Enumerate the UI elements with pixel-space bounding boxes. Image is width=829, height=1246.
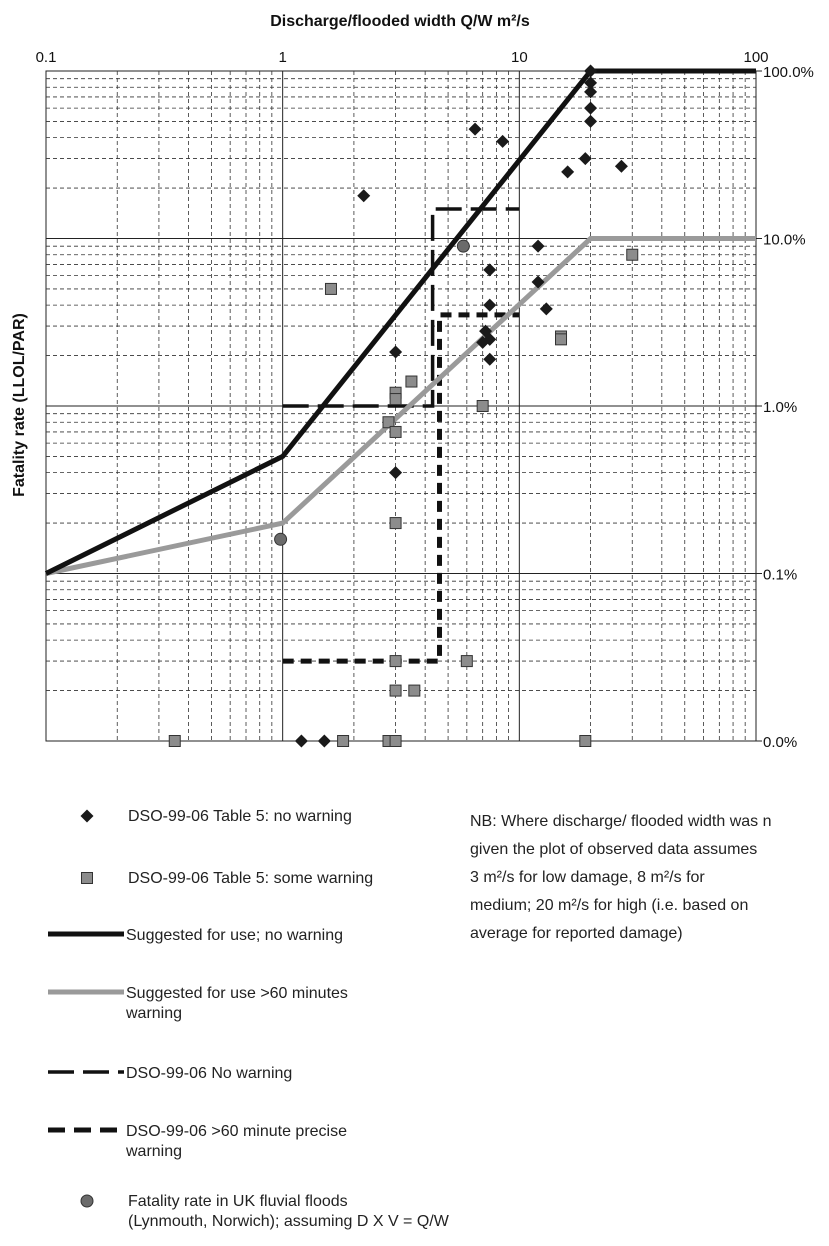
data-point-square bbox=[579, 735, 592, 747]
legend-label: DSO-99-06 Table 5: some warning bbox=[128, 870, 373, 887]
x-axis-title: Discharge/flooded width Q/W m²/s bbox=[270, 13, 530, 30]
data-point-diamond bbox=[389, 345, 403, 359]
data-point-diamond bbox=[584, 76, 598, 90]
data-point-diamond bbox=[483, 352, 497, 366]
y-tick-label: 0.0% bbox=[763, 734, 797, 751]
data-point-square bbox=[337, 735, 350, 747]
data-point-diamond bbox=[476, 335, 490, 349]
data-point-diamond bbox=[614, 159, 628, 173]
data-point-diamond bbox=[539, 302, 553, 316]
legend-swatch-diamond bbox=[80, 809, 94, 823]
data-point-diamond bbox=[496, 134, 510, 148]
data-point-diamond bbox=[584, 114, 598, 128]
data-point-diamond bbox=[531, 239, 545, 253]
series-line-grey bbox=[45, 236, 756, 576]
legend-item-circle: Fatality rate in UK fluvial floods (Lynmo… bbox=[80, 1193, 450, 1230]
data-point-square bbox=[324, 282, 337, 295]
legend-item-diamond: DSO-99-06 Table 5: no warning bbox=[80, 808, 352, 825]
data-point-diamond bbox=[561, 165, 575, 179]
y-axis-title: Fatality rate (LLOL/PAR) bbox=[11, 313, 28, 497]
legend-label: Suggested for use; no warning bbox=[126, 927, 343, 944]
y-tick-label: 1.0% bbox=[763, 399, 797, 416]
data-point-square bbox=[555, 333, 568, 346]
data-point-square bbox=[389, 655, 402, 668]
data-point-square bbox=[389, 425, 402, 438]
note-line-3: 3 m²/s for low damage, 8 m²/s for bbox=[470, 869, 705, 886]
data-point-square bbox=[476, 400, 489, 412]
y-tick-label: 100.0% bbox=[763, 64, 814, 81]
y-tick-label: 0.1% bbox=[763, 567, 797, 584]
data-point-diamond bbox=[483, 298, 497, 312]
note-line-4: medium; 20 m²/s for high (i.e. based on bbox=[470, 897, 749, 914]
legend: DSO-99-06 Table 5: no warning DSO-99-06 T… bbox=[48, 808, 450, 1230]
data-point-square bbox=[389, 517, 402, 530]
series-line-shortdash bbox=[282, 312, 520, 664]
legend-swatch-circle bbox=[80, 1194, 94, 1208]
legend-item-black: Suggested for use; no warning bbox=[48, 927, 343, 944]
data-point-circle bbox=[274, 532, 288, 546]
note-line-5: average for reported damage) bbox=[470, 925, 683, 942]
data-point-diamond bbox=[483, 263, 497, 277]
data-point-square bbox=[626, 248, 639, 261]
data-point-diamond bbox=[584, 101, 598, 115]
legend-label-line2: warning bbox=[125, 1143, 182, 1160]
legend-item-grey: Suggested for use >60 minutes warning bbox=[48, 985, 348, 1022]
note-text: NB: Where discharge/ flooded width was n… bbox=[470, 808, 826, 948]
legend-label-line2: warning bbox=[125, 1005, 182, 1022]
data-point-square bbox=[405, 375, 418, 388]
legend-label: Suggested for use >60 minutes bbox=[126, 985, 348, 1002]
y-tick-label: 10.0% bbox=[763, 232, 806, 249]
data-point-diamond bbox=[468, 122, 482, 136]
data-point-square bbox=[389, 735, 402, 747]
legend-label-line2: (Lynmouth, Norwich); assuming D X V = Q/… bbox=[128, 1213, 450, 1230]
legend-label: Fatality rate in UK fluvial floods bbox=[128, 1193, 348, 1210]
data-point-square bbox=[389, 684, 402, 697]
legend-label: DSO-99-06 >60 minute precise bbox=[126, 1123, 347, 1140]
data-point-square bbox=[408, 684, 421, 697]
data-point-circle bbox=[456, 239, 470, 253]
legend-swatch-square bbox=[81, 872, 93, 884]
data-point-diamond bbox=[584, 64, 598, 78]
series-line-longdash bbox=[282, 207, 520, 408]
note-line-2: given the plot of observed data assumes bbox=[470, 841, 758, 858]
series-lines bbox=[44, 68, 756, 664]
note-line-1: NB: Where discharge/ flooded width was n bbox=[470, 813, 772, 830]
data-point-diamond bbox=[294, 734, 308, 748]
data-point-square bbox=[382, 416, 395, 429]
legend-item-shortdash: DSO-99-06 >60 minute precise warning bbox=[48, 1123, 347, 1160]
data-point-diamond bbox=[317, 734, 331, 748]
data-point-diamond bbox=[584, 85, 598, 99]
x-tick-label: 100 bbox=[743, 49, 768, 66]
data-point-diamond bbox=[531, 275, 545, 289]
x-tick-label: 1 bbox=[278, 49, 286, 66]
data-point-diamond bbox=[578, 152, 592, 166]
legend-item-square: DSO-99-06 Table 5: some warning bbox=[81, 870, 373, 887]
x-tick-label: 0.1 bbox=[36, 49, 57, 66]
series-line-black bbox=[44, 68, 756, 576]
data-point-diamond bbox=[389, 466, 403, 480]
data-point-square bbox=[389, 393, 402, 406]
legend-label: DSO-99-06 No warning bbox=[126, 1065, 292, 1082]
legend-item-longdash: DSO-99-06 No warning bbox=[48, 1065, 292, 1082]
legend-label: DSO-99-06 Table 5: no warning bbox=[128, 808, 352, 825]
data-point-square bbox=[168, 735, 181, 747]
data-point-diamond bbox=[357, 189, 371, 203]
data-markers bbox=[168, 64, 639, 748]
data-point-square bbox=[460, 655, 473, 668]
x-tick-label: 10 bbox=[511, 49, 528, 66]
